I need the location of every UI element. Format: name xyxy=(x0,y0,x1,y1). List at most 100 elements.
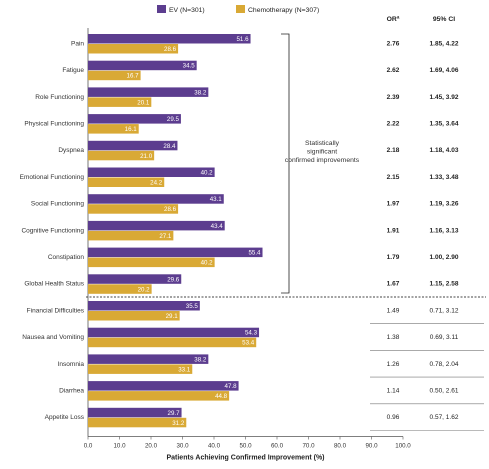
legend-label-ev: EV (N=301) xyxy=(169,7,205,14)
confidence-interval-value: 0.57, 1.62 xyxy=(430,414,459,421)
bar-value-ev: 29.5 xyxy=(167,116,180,123)
x-tick-label: 100.0 xyxy=(395,443,411,450)
x-axis-title: Patients Achieving Confirmed Improvement… xyxy=(166,455,324,462)
bar-value-chemotherapy: 44.8 xyxy=(215,393,228,400)
legend-label-chemotherapy: Chemotherapy (N=307) xyxy=(248,7,319,14)
legend-swatch-chemotherapy xyxy=(236,5,245,13)
category-label: Diarrhea xyxy=(59,387,84,394)
x-tick-label: 80.0 xyxy=(334,443,347,450)
bar-value-ev: 38.2 xyxy=(194,356,207,363)
bar-value-ev: 38.2 xyxy=(194,89,207,96)
bar-ev xyxy=(88,381,239,391)
x-tick-label: 50.0 xyxy=(239,443,252,450)
bar-chemotherapy xyxy=(88,391,230,401)
bar-ev xyxy=(88,87,209,97)
bar-value-chemotherapy: 31.2 xyxy=(172,420,185,427)
bar-chemotherapy xyxy=(88,284,152,294)
x-tick-label: 0.0 xyxy=(84,443,93,450)
bar-value-ev: 55.4 xyxy=(248,250,261,257)
confidence-interval-value: 1.85, 4.22 xyxy=(430,40,459,47)
bar-value-chemotherapy: 20.2 xyxy=(138,286,151,293)
confidence-interval-value: 1.00, 2.90 xyxy=(430,254,459,261)
confidence-interval-value: 1.33, 3.48 xyxy=(430,174,459,181)
category-label: Constipation xyxy=(48,254,85,261)
ci-header: 95% CI xyxy=(433,16,455,23)
bar-chemotherapy xyxy=(88,97,152,107)
confidence-interval-value: 1.19, 3.26 xyxy=(430,201,459,208)
bar-value-chemotherapy: 21.0 xyxy=(140,153,153,160)
significance-note-line: confirmed improvements xyxy=(285,157,360,164)
odds-ratio-value: 2.39 xyxy=(387,94,400,101)
bar-value-ev: 51.6 xyxy=(236,36,249,43)
bar-ev xyxy=(88,60,197,71)
bar-ev xyxy=(88,34,251,44)
category-label: Pain xyxy=(71,40,84,47)
odds-ratio-value: 2.15 xyxy=(387,174,400,181)
x-tick-label: 70.0 xyxy=(302,443,315,450)
bar-ev xyxy=(88,220,225,231)
bar-value-ev: 47.8 xyxy=(225,383,238,390)
odds-ratio-value: 1.91 xyxy=(387,227,400,234)
or-header: ORª xyxy=(387,16,400,23)
odds-ratio-value: 2.62 xyxy=(387,67,400,74)
significance-note-line: significant xyxy=(307,149,337,156)
category-label: Social Functioning xyxy=(31,201,84,208)
bar-value-ev: 29.7 xyxy=(168,410,181,417)
significance-note-line: Statistically xyxy=(305,140,340,147)
bar-value-ev: 34.5 xyxy=(183,63,196,70)
bar-ev xyxy=(88,407,182,418)
odds-ratio-value: 1.26 xyxy=(387,361,400,368)
x-tick-label: 20.0 xyxy=(145,443,158,450)
confidence-interval-value: 0.78, 2.04 xyxy=(430,361,459,368)
category-label: Appetite Loss xyxy=(45,414,85,421)
significance-bracket xyxy=(281,33,290,294)
bar-chemotherapy xyxy=(88,311,180,321)
bar-value-chemotherapy: 28.6 xyxy=(164,206,177,213)
bar-value-ev: 43.4 xyxy=(211,223,224,230)
confidence-interval-value: 0.71, 3.12 xyxy=(430,307,459,314)
odds-ratio-value: 1.97 xyxy=(387,201,400,208)
x-tick-label: 90.0 xyxy=(365,443,378,450)
legend-swatch-ev xyxy=(157,5,166,13)
category-label: Insomnia xyxy=(58,361,85,368)
bar-ev xyxy=(88,140,178,151)
category-label: Cognitive Functioning xyxy=(21,227,84,234)
bar-value-chemotherapy: 33.1 xyxy=(178,366,191,373)
x-tick-label: 10.0 xyxy=(113,443,126,450)
odds-ratio-value: 2.76 xyxy=(387,40,400,47)
bar-chemotherapy xyxy=(88,364,193,374)
bar-value-ev: 35.5 xyxy=(186,303,199,310)
bar-value-ev: 54.3 xyxy=(245,330,258,337)
bar-value-chemotherapy: 53.4 xyxy=(242,340,255,347)
odds-ratio-value: 2.18 xyxy=(387,147,400,154)
bar-ev xyxy=(88,354,209,364)
bar-ev xyxy=(88,274,182,284)
x-tick-label: 60.0 xyxy=(271,443,284,450)
bar-chemotherapy xyxy=(88,44,179,54)
bar-value-chemotherapy: 29.1 xyxy=(166,313,179,320)
category-label: Global Health Status xyxy=(24,281,84,288)
bar-chemotherapy xyxy=(88,70,141,81)
bar-value-ev: 40.2 xyxy=(201,170,214,177)
bar-value-chemotherapy: 27.1 xyxy=(159,233,172,240)
bar-value-ev: 43.1 xyxy=(210,196,223,203)
category-label: Fatigue xyxy=(62,67,84,74)
bar-ev xyxy=(88,114,181,124)
category-label: Dyspnea xyxy=(58,147,84,154)
odds-ratio-value: 1.38 xyxy=(387,334,400,341)
bar-chemotherapy xyxy=(88,230,174,241)
confidence-interval-value: 0.50, 2.61 xyxy=(430,387,459,394)
bar-value-chemotherapy: 28.6 xyxy=(164,46,177,53)
bar-chemotherapy xyxy=(88,150,155,161)
odds-ratio-value: 2.22 xyxy=(387,120,400,127)
bar-value-chemotherapy: 40.2 xyxy=(201,260,214,267)
category-label: Role Functioning xyxy=(35,94,84,101)
category-label: Physical Functioning xyxy=(24,120,84,127)
bar-ev xyxy=(88,194,224,204)
odds-ratio-value: 1.49 xyxy=(387,307,400,314)
bar-value-chemotherapy: 24.2 xyxy=(150,180,163,187)
x-tick-label: 30.0 xyxy=(176,443,189,450)
odds-ratio-value: 0.96 xyxy=(387,414,400,421)
category-label: Financial Difficulties xyxy=(27,307,85,314)
